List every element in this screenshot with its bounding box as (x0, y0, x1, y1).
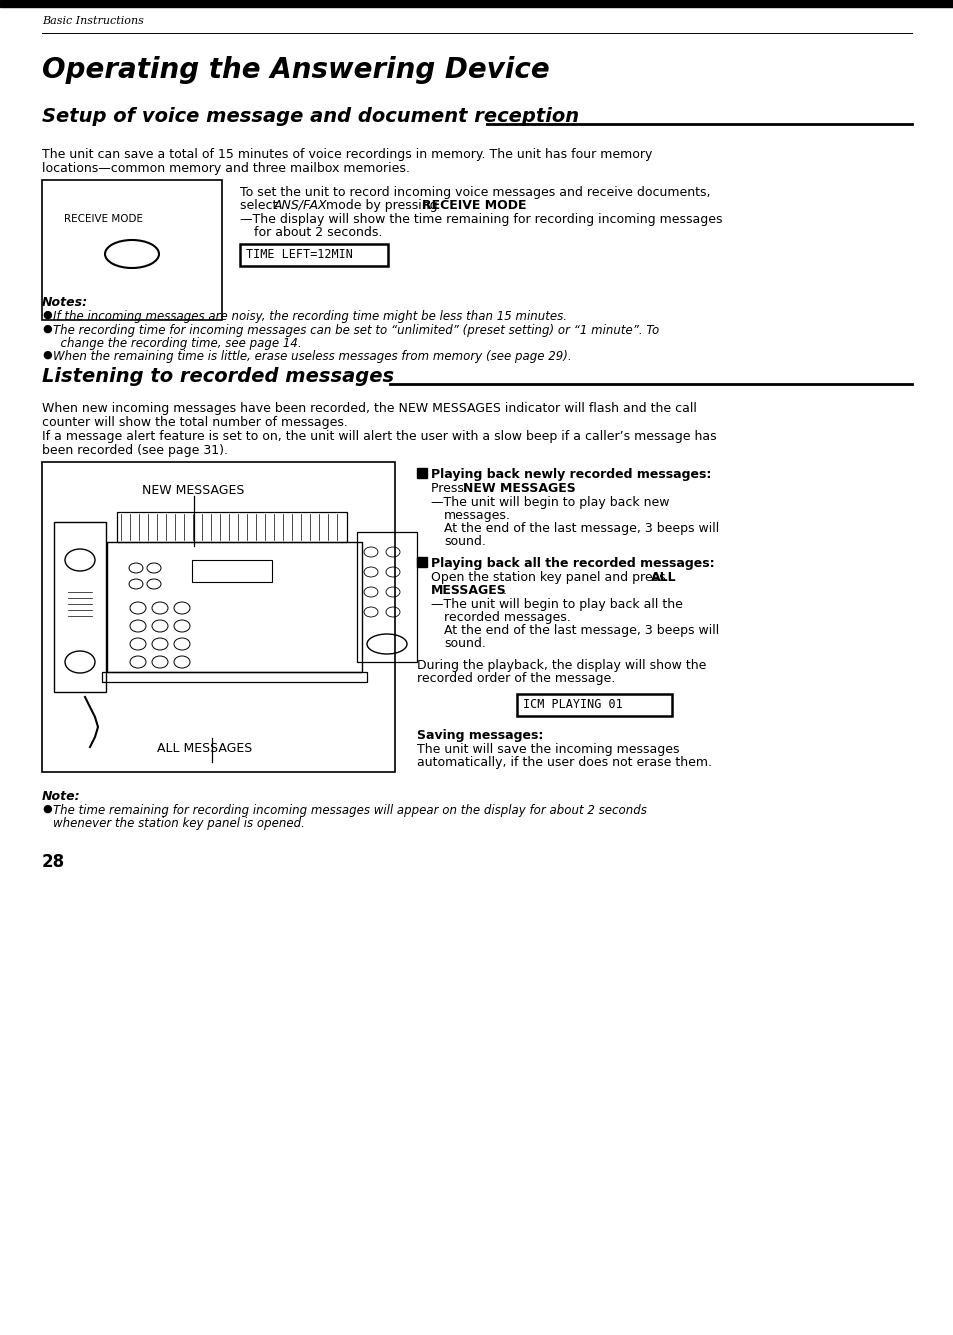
Text: During the playback, the display will show the: During the playback, the display will sh… (416, 659, 705, 672)
Text: Saving messages:: Saving messages: (416, 729, 543, 742)
Text: The time remaining for recording incoming messages will appear on the display fo: The time remaining for recording incomin… (53, 804, 646, 817)
Bar (107, 542, 361, 672)
Text: for about 2 seconds.: for about 2 seconds. (253, 226, 382, 239)
Bar (42, 462, 395, 772)
Text: At the end of the last message, 3 beeps will: At the end of the last message, 3 beeps … (443, 623, 719, 637)
Text: sound.: sound. (443, 637, 485, 650)
Text: messages.: messages. (443, 509, 511, 522)
Text: select: select (240, 199, 281, 212)
Text: —The unit will begin to play back all the: —The unit will begin to play back all th… (431, 598, 682, 611)
Text: When the remaining time is little, erase useless messages from memory (see page : When the remaining time is little, erase… (53, 350, 571, 363)
Text: Open the station key panel and press: Open the station key panel and press (431, 571, 669, 583)
Text: ANS/FAX: ANS/FAX (274, 199, 327, 212)
Text: sound.: sound. (443, 535, 485, 547)
Bar (102, 672, 367, 682)
Text: whenever the station key panel is opened.: whenever the station key panel is opened… (53, 817, 305, 830)
Text: been recorded (see page 31).: been recorded (see page 31). (42, 445, 228, 457)
Bar (0, 0, 953, 7)
Text: ●: ● (42, 324, 51, 334)
Text: TIME LEFT=12MIN: TIME LEFT=12MIN (246, 248, 353, 262)
Text: ●: ● (42, 804, 51, 814)
Text: —The display will show the time remaining for recording incoming messages: —The display will show the time remainin… (240, 214, 721, 226)
Text: Basic Instructions: Basic Instructions (42, 16, 144, 25)
Text: Setup of voice message and document reception: Setup of voice message and document rece… (42, 107, 578, 125)
Bar (416, 557, 427, 567)
Text: ●: ● (42, 350, 51, 360)
Bar (54, 522, 106, 692)
Text: To set the unit to record incoming voice messages and receive documents,: To set the unit to record incoming voice… (240, 186, 710, 199)
Text: .: . (502, 583, 506, 597)
Text: recorded messages.: recorded messages. (443, 611, 570, 623)
Text: —The unit will begin to play back new: —The unit will begin to play back new (431, 497, 669, 509)
Text: If the incoming messages are noisy, the recording time might be less than 15 min: If the incoming messages are noisy, the … (53, 310, 566, 323)
Text: Press: Press (431, 482, 467, 495)
Text: When new incoming messages have been recorded, the NEW MESSAGES indicator will f: When new incoming messages have been rec… (42, 402, 696, 415)
Text: The recording time for incoming messages can be set to “unlimited” (preset setti: The recording time for incoming messages… (53, 324, 659, 336)
Text: MESSAGES: MESSAGES (431, 583, 506, 597)
Text: ICM PLAYING 01: ICM PLAYING 01 (522, 698, 622, 712)
Bar (42, 180, 222, 320)
Bar (117, 513, 347, 542)
Text: The unit can save a total of 15 minutes of voice recordings in memory. The unit : The unit can save a total of 15 minutes … (42, 148, 652, 162)
Text: NEW MESSAGES: NEW MESSAGES (142, 485, 244, 497)
Text: automatically, if the user does not erase them.: automatically, if the user does not eras… (416, 756, 711, 769)
Text: .: . (561, 482, 565, 495)
Text: Operating the Answering Device: Operating the Answering Device (42, 56, 549, 84)
Text: 28: 28 (42, 853, 65, 870)
Text: change the recording time, see page 14.: change the recording time, see page 14. (53, 336, 301, 350)
Bar (416, 469, 427, 478)
Bar (517, 694, 671, 716)
Text: The unit will save the incoming messages: The unit will save the incoming messages (416, 744, 679, 756)
Bar (240, 244, 388, 266)
Text: locations—common memory and three mailbox memories.: locations—common memory and three mailbo… (42, 162, 410, 175)
Text: RECEIVE MODE: RECEIVE MODE (421, 199, 526, 212)
Bar (192, 559, 272, 582)
Text: recorded order of the message.: recorded order of the message. (416, 672, 615, 685)
Text: counter will show the total number of messages.: counter will show the total number of me… (42, 417, 348, 429)
Text: ALL: ALL (650, 571, 676, 583)
Text: Listening to recorded messages: Listening to recorded messages (42, 367, 394, 386)
Bar (356, 533, 416, 662)
Text: RECEIVE MODE: RECEIVE MODE (64, 214, 143, 224)
Text: .: . (519, 199, 523, 212)
Text: Playing back all the recorded messages:: Playing back all the recorded messages: (431, 557, 714, 570)
Text: Note:: Note: (42, 790, 81, 802)
Text: If a message alert feature is set to on, the unit will alert the user with a slo: If a message alert feature is set to on,… (42, 430, 716, 443)
Text: ALL MESSAGES: ALL MESSAGES (157, 742, 252, 756)
Text: mode by pressing: mode by pressing (322, 199, 441, 212)
Text: ●: ● (42, 310, 51, 320)
Text: Notes:: Notes: (42, 296, 88, 308)
Text: At the end of the last message, 3 beeps will: At the end of the last message, 3 beeps … (443, 522, 719, 535)
Text: Playing back newly recorded messages:: Playing back newly recorded messages: (431, 469, 711, 481)
Text: NEW MESSAGES: NEW MESSAGES (462, 482, 576, 495)
